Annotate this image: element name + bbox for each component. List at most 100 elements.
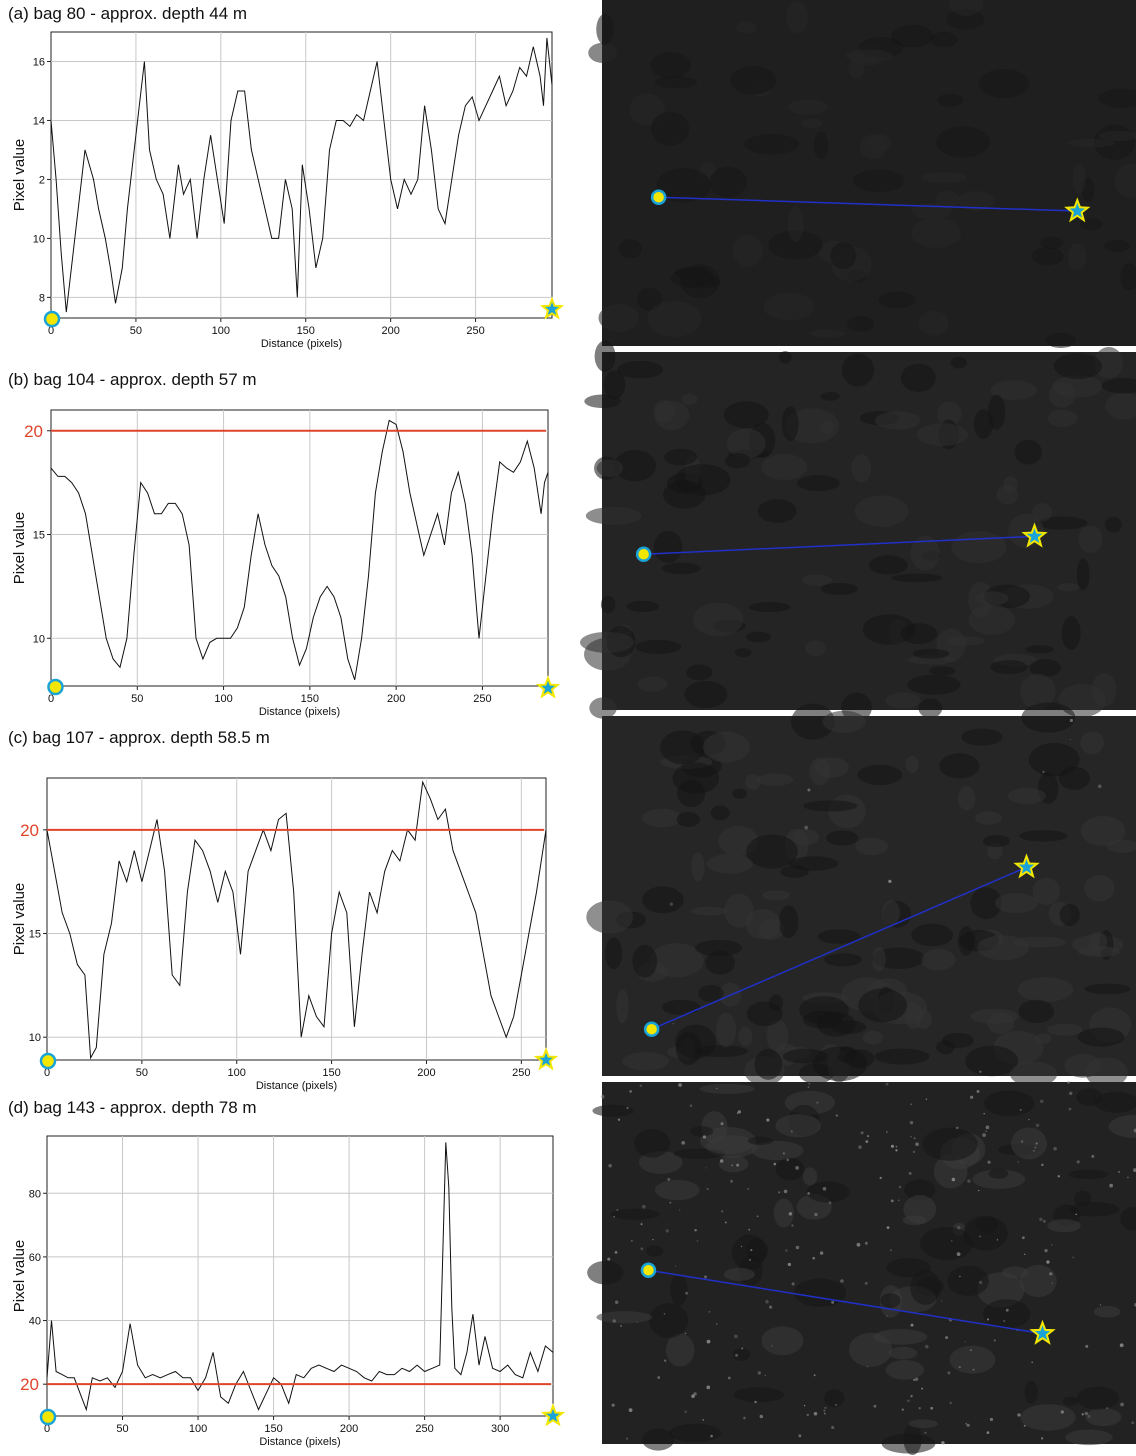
texture-blob [802,1010,842,1029]
texture-speck [667,1177,671,1181]
texture-blob [1077,1027,1125,1047]
texture-speck [924,1431,927,1434]
texture-blob [686,664,713,681]
start-marker-icon [39,1052,57,1070]
texture-speck [769,1305,773,1309]
texture-blob [1098,88,1136,108]
texture-speck [985,1130,987,1132]
texture-blob [778,905,799,939]
texture-blob [911,923,954,947]
texture-blob [726,428,766,459]
texture-speck [804,825,809,830]
texture-blob [635,639,682,654]
texture-speck [684,1332,687,1335]
texture-speck [901,1408,905,1411]
texture-blob [858,988,907,1023]
texture-speck [1057,1175,1060,1178]
y-tick-label: 2 [39,174,45,186]
texture-speck [756,1215,759,1218]
texture-speck [788,1212,793,1216]
texture-speck [1117,1170,1121,1173]
texture-blob [946,636,985,646]
texture-blob [1019,830,1068,842]
texture-speck [924,1344,929,1349]
texture-blob [733,1387,784,1403]
y-axis-label: Pixel value [11,883,28,956]
texture-speck [885,1082,889,1086]
texture-blob [1080,731,1105,755]
texture-blob [1079,218,1103,231]
texture-blob [665,1333,695,1367]
texture-speck [886,1315,888,1317]
texture-speck [889,1249,892,1252]
texture-blob [982,834,1010,848]
texture-blob [1028,742,1080,777]
x-axis-label: Distance (pixels) [261,338,342,350]
texture-speck [1084,1411,1088,1416]
texture-blob [982,1299,1031,1329]
texture-speck [979,1235,982,1238]
texture-speck [783,1189,788,1194]
texture-blob [634,1128,670,1158]
texture-blob [949,0,984,17]
texture-speck [806,1413,809,1417]
y-tick-label: 40 [29,1316,41,1328]
x-tick-label: 300 [491,1423,509,1435]
texture-speck [987,1318,990,1321]
end-marker-star-icon [535,675,561,699]
texture-blob [958,191,995,211]
texture-blob [972,1169,1026,1189]
texture-speck [620,1325,622,1327]
texture-speck [702,1419,705,1421]
texture-speck [879,1176,882,1180]
texture-speck [908,1171,912,1175]
texture-speck [966,1423,970,1427]
texture-speck [819,1251,824,1255]
texture-speck [1127,1176,1129,1179]
texture-blob [780,865,809,878]
x-axis-label: Distance (pixels) [256,1080,337,1092]
texture-blob [824,1389,845,1408]
texture-speck [747,1187,750,1190]
texture-speck [813,1411,818,1416]
texture-speck [1106,1407,1108,1409]
texture-speck [888,879,892,883]
texture-speck [710,1434,713,1438]
texture-speck [1020,1140,1024,1143]
texture-speck [1031,1361,1033,1364]
texture-blob [598,304,640,332]
texture-speck [957,1226,961,1230]
texture-blob [747,1136,774,1145]
texture-blob [1020,673,1056,710]
texture-speck [600,1094,605,1099]
texture-blob [709,166,747,198]
texture-blob [589,697,617,719]
texture-blob [937,401,962,427]
texture-blob [681,393,698,405]
texture-blob [1088,931,1108,952]
texture-speck [1133,1128,1136,1133]
texture-blob [626,600,660,613]
chart-d: 0 50 100 150 200 250 300 20 40 60 80 Distance (pixe… [11,1135,566,1448]
start-marker-icon [47,678,64,696]
texture-blob [874,1048,930,1065]
texture-blob [851,454,872,483]
texture-blob [937,93,964,107]
texture-speck [1099,1304,1102,1306]
texture-blob [654,76,698,89]
texture-speck [734,1334,738,1339]
texture-blob [690,906,728,916]
texture-blob [1114,163,1136,198]
texture-blob [584,394,621,409]
texture-speck [1005,1308,1009,1312]
texture-blob [1047,1023,1083,1036]
x-tick-label: 150 [322,1067,340,1079]
x-axis-label: Distance (pixels) [259,1436,340,1448]
texture-blob [586,900,633,934]
texture-speck [840,1279,844,1283]
texture-speck [986,1431,990,1434]
texture-speck [791,1224,794,1227]
texture-speck [945,1336,949,1340]
texture-blob [592,1104,635,1117]
texture-blob [918,698,943,719]
